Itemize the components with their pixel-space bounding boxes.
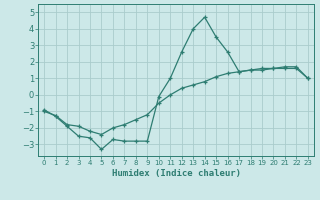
X-axis label: Humidex (Indice chaleur): Humidex (Indice chaleur) bbox=[111, 169, 241, 178]
